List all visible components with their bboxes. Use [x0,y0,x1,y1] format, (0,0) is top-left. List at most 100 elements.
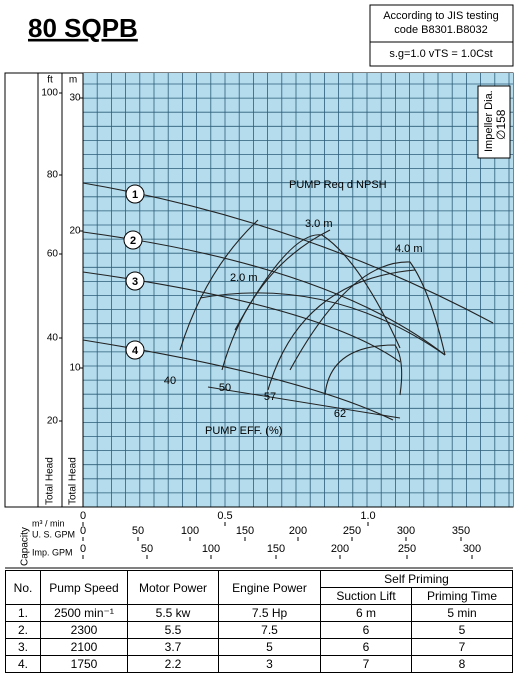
npsh-label: 4.0 m [395,243,423,255]
table-cell: 5 [218,638,321,656]
m-tick-label: 30 [69,93,81,104]
table-cell: 7.5 [218,621,321,639]
unit: ft [47,75,53,86]
curve-marker [125,340,145,360]
capacity-label: Capacity [20,527,31,566]
eff-label: 62 [334,408,346,420]
table-cell: 3. [5,638,41,656]
spec-table: No. Pump Speed Motor Power Engine Power … [5,570,513,673]
eff-label: 40 [164,375,176,387]
condition: s.g=1.0 vTS = 1.0Cst [389,48,492,60]
table-cell: 2100 [40,638,128,656]
table-cell: 5 min [411,604,513,622]
table-cell: 3.7 [127,638,219,656]
table-cell: 1. [5,604,41,622]
standard: According to JIS testing [383,10,499,22]
ft-tick-label: 20 [47,416,59,427]
eff-label: 50 [219,382,231,394]
header-cell: No. [5,570,41,605]
capacity-tick-label: 300 [463,543,481,555]
efficiency-curve [324,344,403,396]
capacity-unit: m³ / min [32,518,65,528]
capacity-tick-label: 150 [267,543,285,555]
plot-area [83,73,513,507]
table-cell: 5.5 [127,621,219,639]
subheader-cell: Priming Time [411,587,513,605]
ft-tick-label: 60 [47,249,59,260]
capacity-tick-label: 0 [80,543,86,555]
table-cell: 2. [5,621,41,639]
curve-label: 2 [130,235,136,247]
table-cell: 2500 min⁻¹ [40,604,128,622]
capacity-tick-label: 100 [202,543,220,555]
header-cell: Pump Speed [40,570,128,605]
npsh-curve [289,261,446,371]
chart-labels: 1 2 3 4 PUMP Req d NPSH 2.0 m 3.0 m 4.0 m PUMP E… [123,179,423,437]
capacity-tick-label: 0.5 [217,510,232,522]
capacity-tick-label: 1.0 [360,510,375,522]
table-cell: 8 [411,655,513,673]
m-tick-label: 20 [69,226,81,237]
table-cell: 5.5 kw [127,604,219,622]
curve-marker [125,184,145,204]
impeller: ∅158 [494,109,508,140]
capacity-tick-label: 0 [80,510,86,522]
chart: 80 SQPB According to JIS testing code B8… [4,4,514,569]
capacity-tick-label: 250 [343,525,361,537]
eff-label: 57 [264,391,276,403]
table-cell: 2300 [40,621,128,639]
standard: code B8301.B8032 [394,24,488,36]
ft-tick-label: 100 [41,88,58,99]
npsh-curve [234,234,401,349]
capacity-tick-label: 100 [181,525,199,537]
efficiency-curve [267,269,416,391]
capacity-unit: U. S. GPM [32,529,75,539]
capacity-tick-label: 150 [236,525,254,537]
table-cell: 7.5 Hp [218,604,321,622]
impeller: Impeller Dia. [483,90,495,152]
npsh-label: 2.0 m [230,272,258,284]
ft-tick-label: 80 [47,170,59,181]
capacity-unit: Imp. GPM [32,547,73,557]
capacity-tick-label: 50 [141,543,153,555]
table-row: 3. 2100 3.7 5 6 7 [5,638,513,656]
unit: m [69,75,77,86]
impeller-box [477,85,511,159]
curve-label: 4 [132,345,139,357]
table-cell: 7 [411,638,513,656]
capacity-tick-label: 250 [398,543,416,555]
table-cell: 2.2 [127,655,219,673]
curve-label: 3 [132,276,138,288]
eff-title: PUMP EFF. (%) [205,425,282,437]
efficiency-curve [221,229,331,371]
header-cell: Engine Power [218,570,321,605]
table-row: 4. 1750 2.2 3 7 8 [5,655,513,673]
table-row: 2. 2300 5.5 7.5 6 5 [5,621,513,639]
curve-marker [125,271,145,291]
capacity-tick-label: 50 [132,525,144,537]
ft-tick-label: 40 [47,333,59,344]
curve-marker [123,230,143,250]
standard-box [369,4,514,67]
curve-label: 1 [132,189,138,201]
efficiency-curve [179,219,259,351]
header-cell: Motor Power [127,570,219,605]
head-curve [82,231,446,356]
axis-title: Total Head [45,457,56,505]
capacity-tick-label: 350 [452,525,470,537]
table-cell: 6 [320,621,412,639]
efficiency-line [207,386,401,419]
capacity-tick-label: 300 [397,525,415,537]
table-cell: 4. [5,655,41,673]
subheader-cell: Suction Lift [320,587,412,605]
capacity-tick-label: 200 [289,525,307,537]
table-cell: 6 m [320,604,412,622]
capacity-tick-label: 200 [331,543,349,555]
axis-title: Total Head [68,457,79,505]
table-cell: 5 [411,621,513,639]
table-cell: 3 [218,655,321,673]
npsh-label: 3.0 m [305,218,333,230]
npsh-curve [199,292,446,356]
